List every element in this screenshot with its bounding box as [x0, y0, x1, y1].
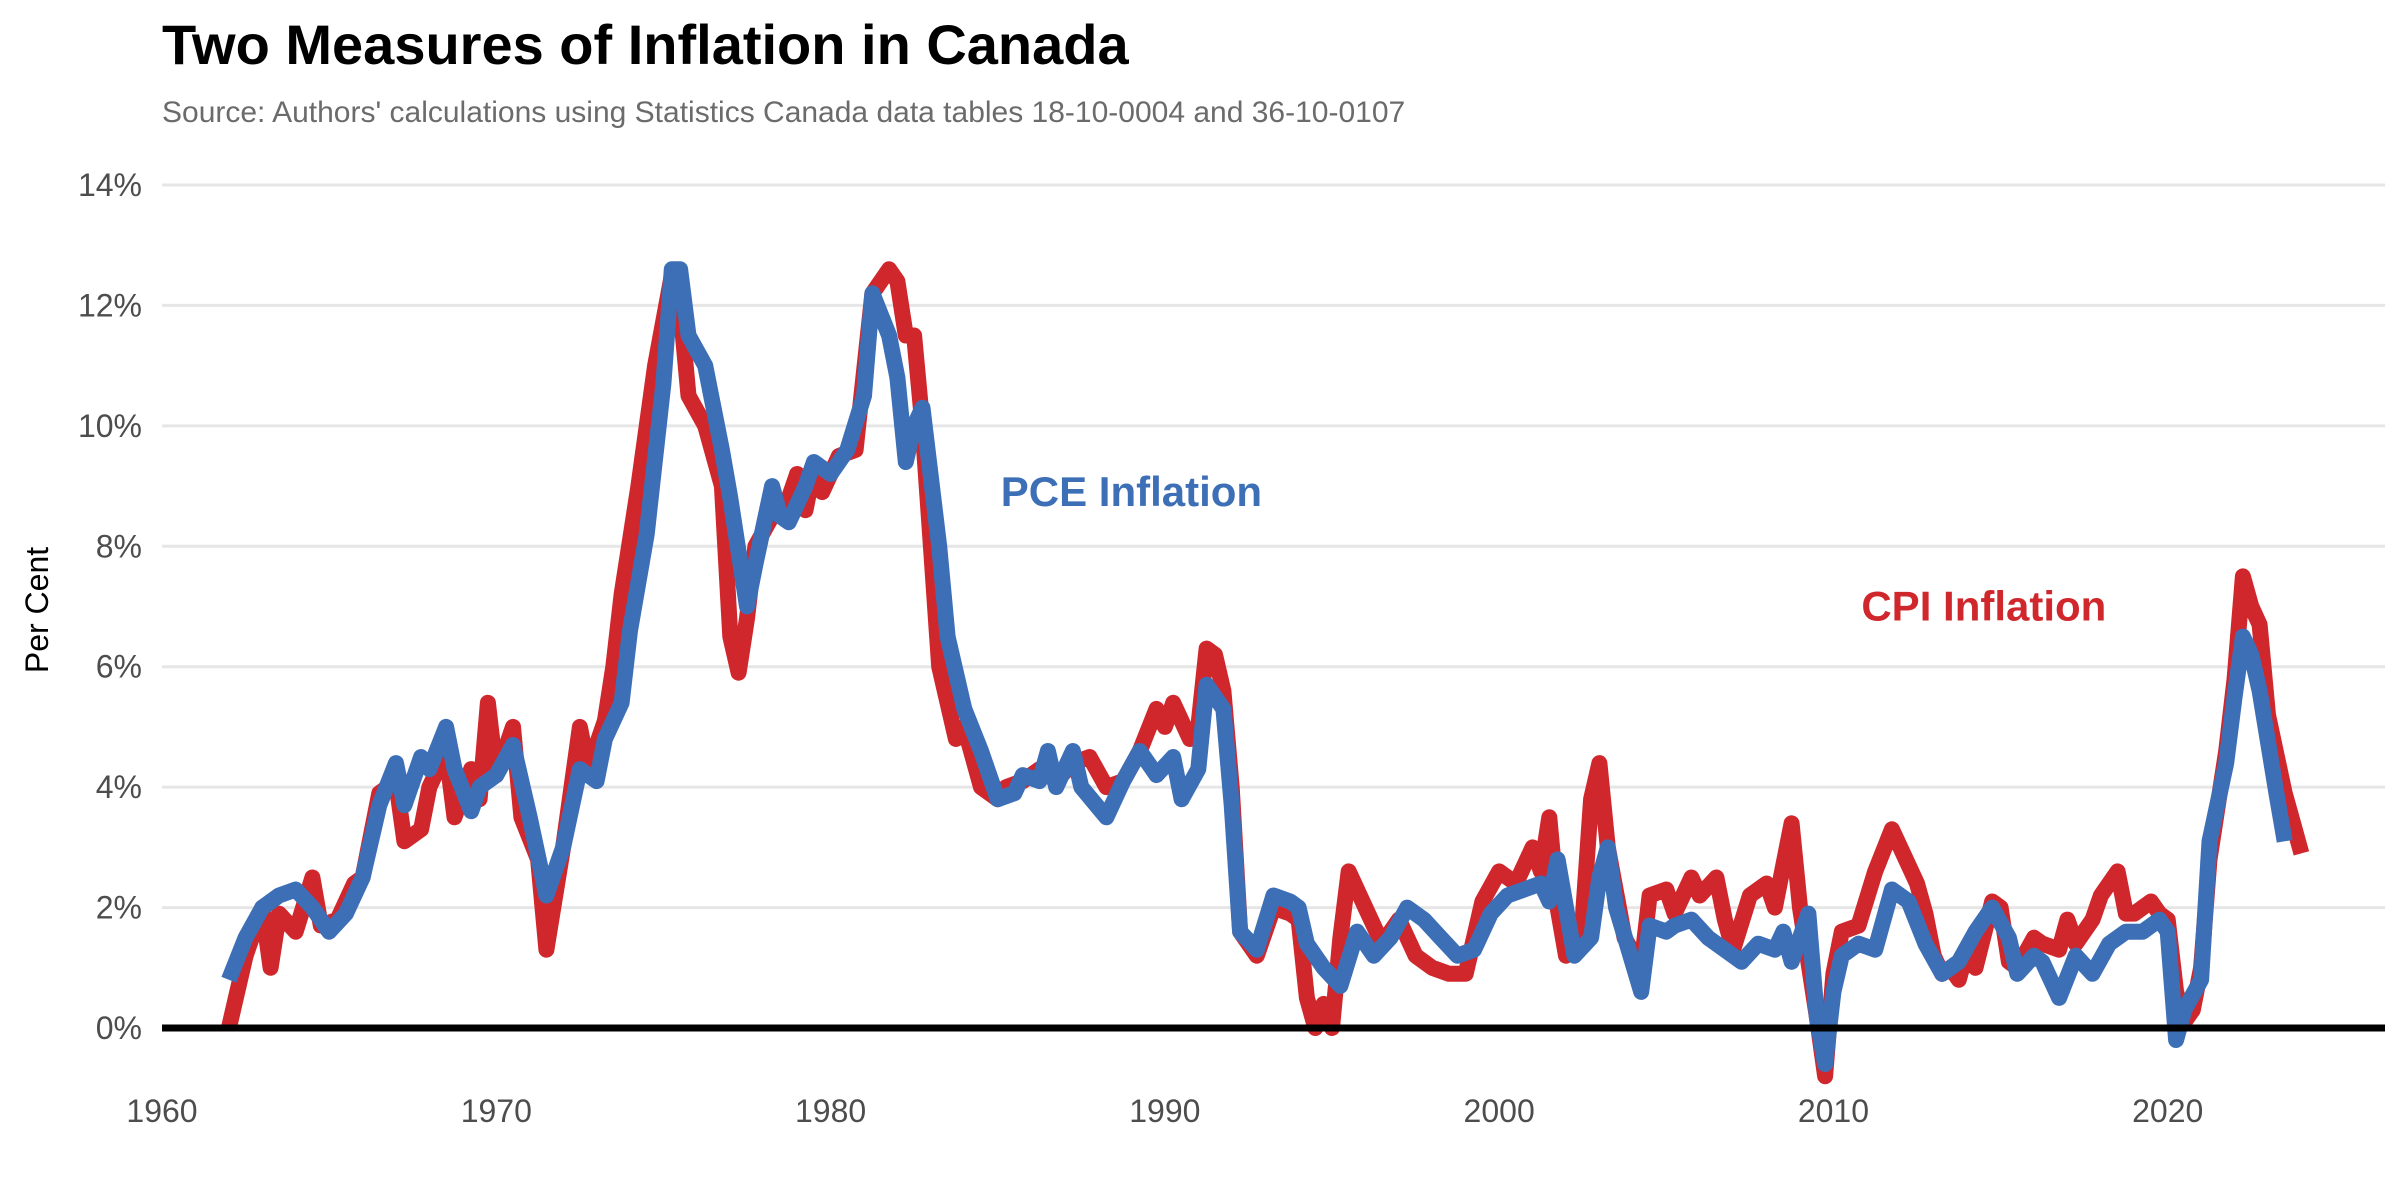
series-lines — [221, 261, 2310, 1085]
x-tick-label: 1980 — [795, 1093, 866, 1129]
y-tick-label: 4% — [96, 769, 142, 805]
series-labels: CPI Inflation PCE Inflation — [1001, 468, 2107, 629]
y-tick-label: 0% — [96, 1010, 142, 1046]
series-line-pce — [221, 261, 2293, 1073]
chart-title: Two Measures of Inflation in Canada — [162, 13, 1129, 76]
series-label-pce: PCE Inflation — [1001, 468, 1262, 515]
series-line-cpi — [221, 261, 2310, 1085]
chart-subtitle: Source: Authors' calculations using Stat… — [162, 96, 1406, 129]
y-axis-ticks: 0% 2% 4% 6% 8% 10% 12% 14% — [78, 167, 142, 1046]
series-label-cpi: CPI Inflation — [1861, 583, 2106, 630]
y-tick-label: 6% — [96, 649, 142, 685]
x-axis-ticks: 1960 1970 1980 1990 2000 2010 2020 — [126, 1093, 2203, 1129]
x-tick-label: 2010 — [1798, 1093, 1869, 1129]
y-tick-label: 10% — [78, 408, 142, 444]
x-tick-label: 1990 — [1129, 1093, 1200, 1129]
x-tick-label: 1960 — [126, 1093, 197, 1129]
y-tick-label: 14% — [78, 167, 142, 203]
y-tick-label: 8% — [96, 528, 142, 564]
y-tick-label: 2% — [96, 890, 142, 926]
y-axis-title: Per Cent — [19, 547, 55, 673]
gridlines — [162, 183, 2385, 910]
y-tick-label: 12% — [78, 287, 142, 323]
x-tick-label: 2020 — [2132, 1093, 2203, 1129]
x-tick-label: 2000 — [1464, 1093, 1535, 1129]
x-tick-label: 1970 — [461, 1093, 532, 1129]
